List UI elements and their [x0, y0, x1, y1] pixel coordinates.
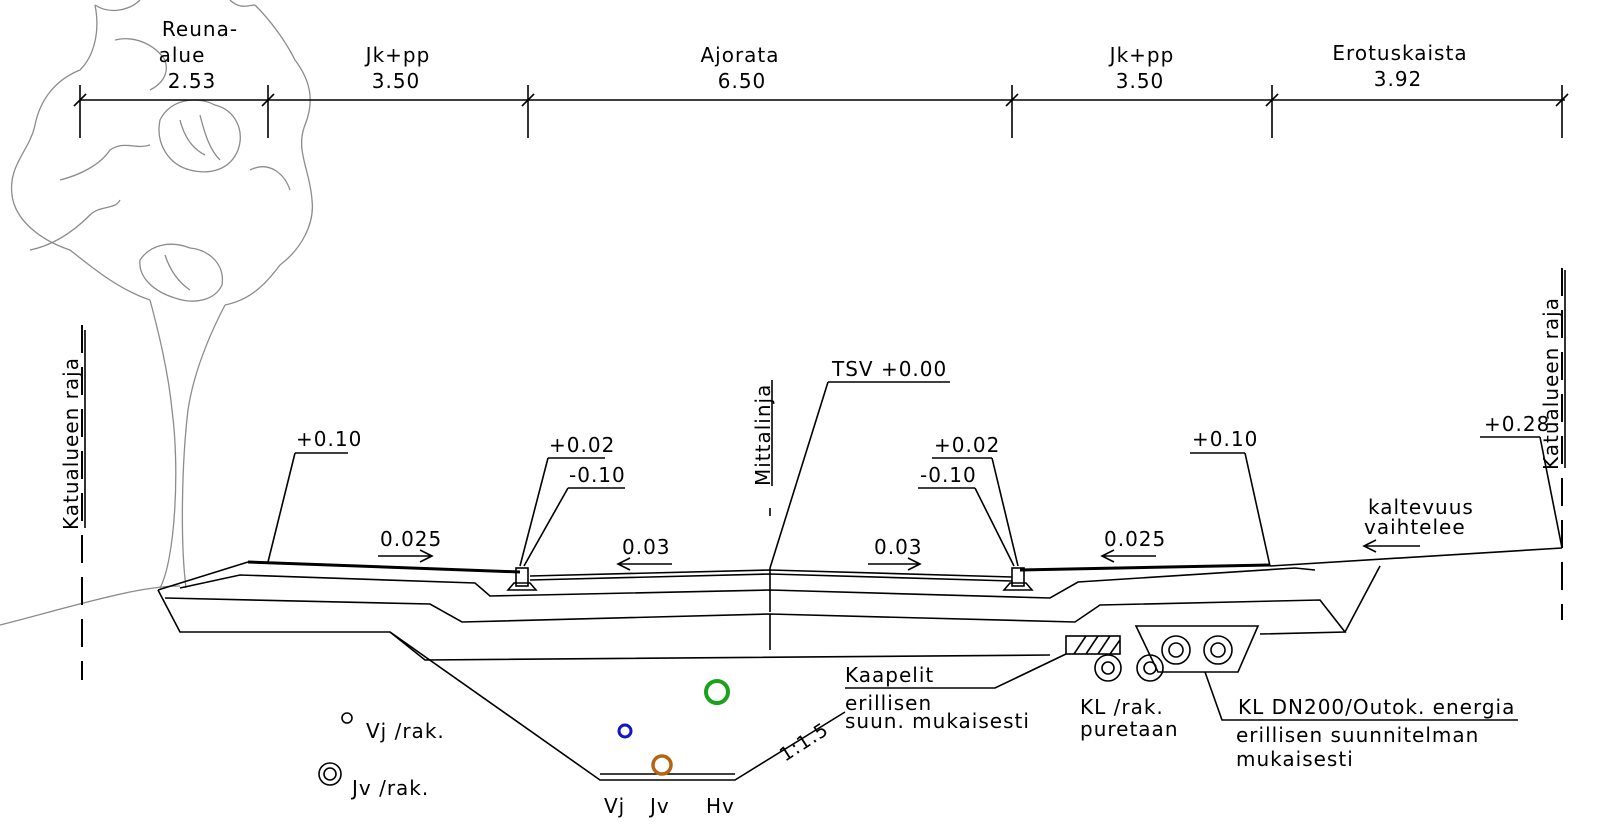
slope-right-lane: 0.03 — [874, 535, 923, 559]
dimension-chain — [73, 85, 1569, 138]
pipe-label-vj: Vj — [604, 794, 625, 818]
reuna-alue-label-1: Reuna- — [162, 17, 238, 41]
elev-right-curb-bottom: -0.10 — [920, 463, 977, 487]
arrow-right-icon — [378, 549, 434, 563]
vj-legend-icon — [341, 712, 353, 724]
ajorata-label: Ajorata — [700, 43, 779, 67]
road-surface — [247, 547, 1563, 591]
tree-illustration — [0, 0, 314, 626]
vj-pipe-icon — [617, 723, 633, 739]
pipe-label-hv: Hv — [706, 794, 735, 818]
arrow-left-icon — [1362, 539, 1420, 553]
slope-right-walkway: 0.025 — [1104, 527, 1166, 551]
erotuskaista-label: Erotuskaista — [1332, 41, 1467, 65]
kl-removed-pipe-2 — [1136, 654, 1164, 682]
centerline-label: Mittalinja — [751, 384, 775, 486]
elevation-leaders — [267, 381, 1563, 569]
arrow-left-icon — [616, 557, 672, 571]
kl-dn200-line2: erillisen suunnitelman — [1236, 723, 1479, 747]
cables-line1: Kaapelit — [845, 663, 934, 687]
reuna-alue-value: 2.53 — [168, 69, 217, 93]
right-boundary-label: Katualueen raja — [1539, 297, 1563, 470]
cable-block — [1065, 635, 1121, 655]
elev-left-curb-top: +0.02 — [549, 433, 615, 457]
arrow-right-icon — [868, 557, 922, 571]
elev-right-edge: +0.10 — [1192, 427, 1258, 451]
variable-slope-2: vaihtelee — [1364, 515, 1466, 539]
variable-slope-1: kaltevuus — [1368, 495, 1474, 519]
kl-removed-line2: puretaan — [1080, 717, 1179, 741]
jkpp-right-label: Jk+pp — [1108, 43, 1175, 67]
jv-pipe-icon — [651, 754, 673, 776]
kl-dn200-duct — [1134, 625, 1260, 673]
left-boundary-label: Katualueen raja — [59, 357, 83, 530]
elev-right-curb-top: +0.02 — [934, 433, 1000, 457]
elev-left-curb-bottom: -0.10 — [569, 463, 626, 487]
jkpp-left-value: 3.50 — [372, 69, 421, 93]
cables-line3: suun. mukaisesti — [845, 709, 1030, 733]
kl-removed-line1: KL /rak. — [1080, 695, 1164, 719]
jkpp-left-label: Jk+pp — [364, 43, 431, 67]
jv-legend-icon — [318, 762, 342, 786]
pavement-structure — [157, 561, 1381, 781]
pipe-label-jv: Jv — [648, 794, 670, 818]
hv-pipe-icon — [704, 679, 730, 705]
jkpp-right-value: 3.50 — [1116, 69, 1165, 93]
reuna-alue-label-2: alue — [159, 43, 206, 67]
cables-line2: erillisen — [845, 691, 932, 715]
legend-jv: Jv /rak. — [350, 776, 429, 800]
elev-left-edge: +0.10 — [296, 427, 362, 451]
cable-leader — [845, 653, 1067, 689]
erotuskaista-value: 3.92 — [1374, 67, 1423, 91]
slope-left-walkway: 0.025 — [380, 527, 442, 551]
elev-far-right: +0.28 — [1484, 412, 1550, 436]
ajorata-value: 6.50 — [718, 69, 767, 93]
slope-left-lane: 0.03 — [622, 535, 671, 559]
slope-trench: 1:1.5 — [776, 718, 833, 766]
kl-dn200-line3: mukaisesti — [1236, 747, 1354, 771]
arrow-left-icon — [1100, 549, 1156, 563]
elev-tsv: TSV +0.00 — [831, 357, 947, 381]
legend-vj: Vj /rak. — [366, 719, 445, 743]
kl-removed-pipe-1 — [1094, 654, 1122, 682]
kl-dn200-leader — [1204, 671, 1518, 721]
kl-dn200-line1: KL DN200/Outok. energia — [1238, 695, 1515, 719]
